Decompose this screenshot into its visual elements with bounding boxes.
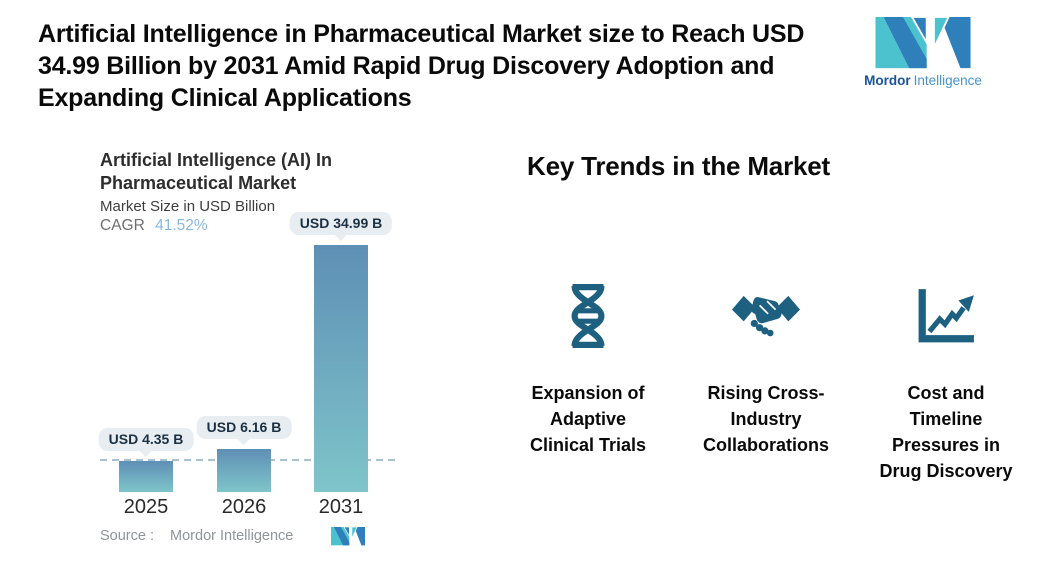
- trend-item: Cost and Timeline Pressures in Drug Disc…: [858, 282, 1034, 484]
- trend-icon-wrap: [569, 282, 607, 350]
- bar: [314, 245, 368, 492]
- cagr-value: 41.52%: [155, 217, 208, 234]
- bar-value-label: USD 34.99 B: [289, 212, 393, 235]
- cagr-label: CAGR: [100, 217, 145, 234]
- trend-icon-wrap: [916, 282, 976, 350]
- source-attribution: Source : Mordor Intelligence: [100, 528, 293, 544]
- handshake-icon: [732, 295, 800, 337]
- x-axis-tick-label: 2026: [221, 496, 267, 518]
- brand-name-bold: Mordor: [864, 73, 911, 88]
- brand-name: Mordor Intelligence: [860, 73, 986, 88]
- bar: [217, 449, 271, 492]
- growth-chart-icon: [918, 289, 974, 343]
- bar-value-label: USD 4.35 B: [98, 428, 194, 451]
- cagr-row: CAGR 41.52%: [100, 217, 208, 235]
- chart-title: Artificial Intelligence (AI) In Pharmace…: [100, 150, 333, 193]
- bar-value-label: USD 6.16 B: [196, 416, 292, 439]
- source-value: Mordor Intelligence: [170, 528, 294, 544]
- x-axis-tick-label: 2025: [123, 496, 169, 518]
- x-axis-tick-label: 2031: [318, 496, 364, 518]
- mordor-intelligence-logo-icon: [875, 17, 971, 70]
- mordor-intelligence-mini-logo-icon: [331, 527, 365, 546]
- bar: [119, 461, 173, 492]
- trend-label: Cost and Timeline Pressures in Drug Disc…: [879, 383, 1013, 481]
- page-title: Artificial Intelligence in Pharmaceutica…: [38, 20, 805, 112]
- trends-heading: Key Trends in the Market: [527, 151, 830, 181]
- chart-subtitle: Market Size in USD Billion: [100, 198, 276, 215]
- trend-item: Rising Cross- Industry Collaborations: [678, 282, 854, 458]
- trend-icon-wrap: [732, 282, 800, 350]
- bar-chart-plot-area: USD 4.35 B 2025 USD 6.16 B 2026 USD 34.9…: [98, 212, 395, 518]
- brand-logo: Mordor Intelligence: [860, 17, 986, 88]
- trend-label: Expansion of Adaptive Clinical Trials: [529, 383, 647, 455]
- source-label: Source :: [100, 528, 154, 544]
- brand-name-light: Intelligence: [913, 73, 982, 88]
- trend-label: Rising Cross- Industry Collaborations: [702, 383, 829, 455]
- dna-icon: [571, 284, 605, 348]
- trend-item: Expansion of Adaptive Clinical Trials: [502, 282, 674, 458]
